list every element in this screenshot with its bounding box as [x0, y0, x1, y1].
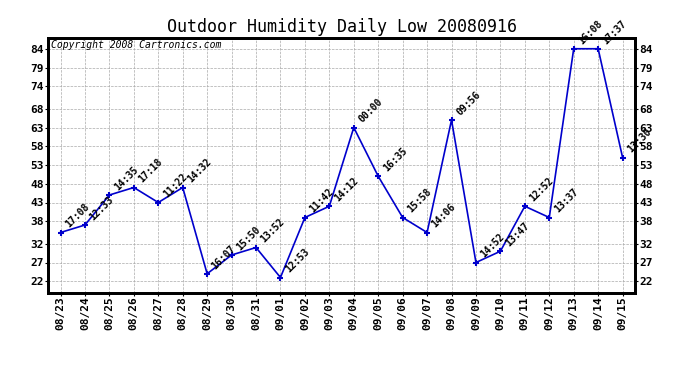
Text: 13:52: 13:52	[259, 217, 286, 245]
Text: 13:30: 13:30	[625, 127, 653, 155]
Text: 15:50: 15:50	[235, 224, 262, 252]
Text: 14:52: 14:52	[479, 232, 506, 260]
Text: 15:58: 15:58	[406, 187, 433, 215]
Text: 11:42: 11:42	[308, 187, 335, 215]
Text: 14:06: 14:06	[430, 202, 457, 230]
Title: Outdoor Humidity Daily Low 20080916: Outdoor Humidity Daily Low 20080916	[166, 18, 517, 36]
Text: 14:32: 14:32	[186, 157, 213, 185]
Text: 12:53: 12:53	[283, 247, 311, 275]
Text: 17:08: 17:08	[63, 202, 91, 230]
Text: 12:33: 12:33	[88, 194, 116, 222]
Text: 09:56: 09:56	[454, 89, 482, 117]
Text: 11:22: 11:22	[161, 172, 189, 200]
Text: 16:08: 16:08	[576, 18, 604, 46]
Text: 14:12: 14:12	[332, 176, 360, 204]
Text: 16:35: 16:35	[381, 146, 409, 174]
Text: 16:07: 16:07	[210, 243, 238, 271]
Text: 13:37: 13:37	[552, 187, 580, 215]
Text: 00:00: 00:00	[357, 97, 384, 125]
Text: Copyright 2008 Cartronics.com: Copyright 2008 Cartronics.com	[51, 40, 221, 50]
Text: 13:47: 13:47	[503, 220, 531, 249]
Text: 14:35: 14:35	[112, 164, 140, 192]
Text: 17:37: 17:37	[601, 18, 629, 46]
Text: 12:52: 12:52	[528, 176, 555, 204]
Text: 17:18: 17:18	[137, 157, 164, 185]
